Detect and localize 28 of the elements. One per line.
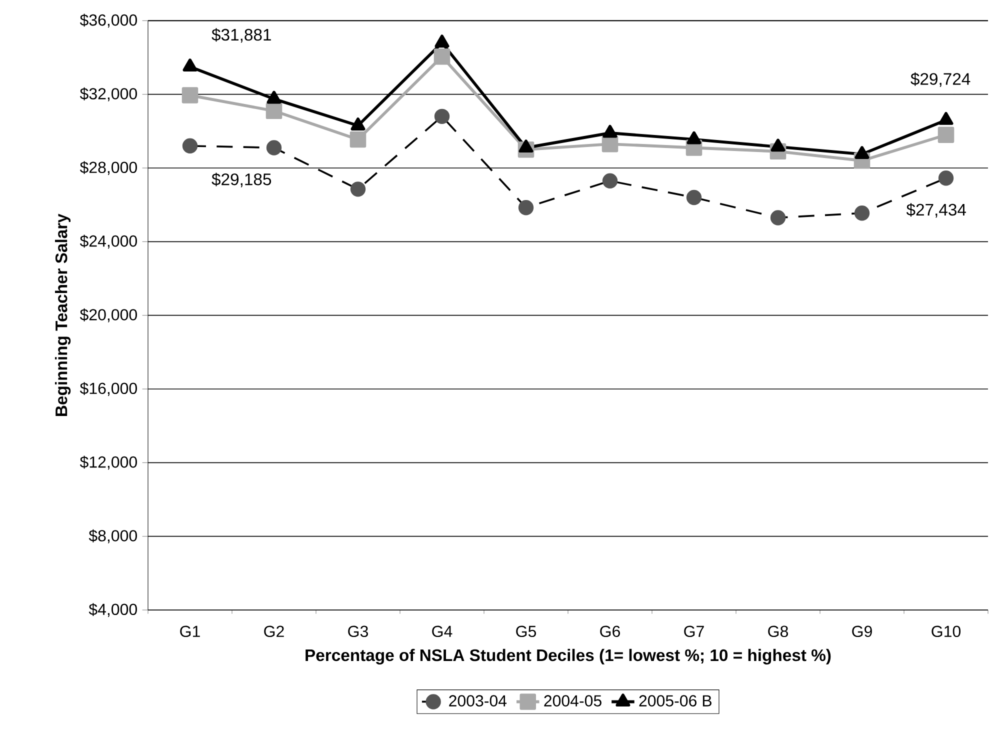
y-axis-title: Beginning Teacher Salary <box>54 214 71 416</box>
x-tick-label: G9 <box>852 626 872 638</box>
x-tick-label: G10 <box>932 626 961 638</box>
y-tick-label: $20,000 <box>80 308 137 322</box>
x-tick-label: G2 <box>264 626 284 638</box>
x-tick-label: G5 <box>516 626 536 638</box>
y-tick-label: $8,000 <box>88 529 137 544</box>
annotation: $29,185 <box>212 172 272 188</box>
annotation: $27,434 <box>906 203 966 218</box>
annotation: $29,724 <box>910 72 970 87</box>
y-tick-label: $28,000 <box>80 161 137 175</box>
legend-label: 2005-06 B <box>639 695 712 706</box>
x-tick-label: G3 <box>348 626 368 638</box>
legend-label: 2003-04 <box>449 695 507 706</box>
annotation: $31,881 <box>212 28 271 43</box>
y-tick-label: $24,000 <box>80 234 137 249</box>
x-axis-title: Percentage of NSLA Student Deciles (1= lowest %; 10 = highest %) <box>306 648 831 664</box>
legend-label: 2004-05 <box>544 695 602 706</box>
y-tick-label: $36,000 <box>80 14 137 28</box>
x-tick-label: G6 <box>600 626 620 638</box>
y-tick-label: $12,000 <box>80 456 137 470</box>
x-tick-label: G7 <box>684 626 704 638</box>
y-tick-label: $4,000 <box>88 603 137 617</box>
y-tick-label: $16,000 <box>80 382 137 396</box>
x-tick-label: G1 <box>180 626 200 638</box>
x-tick-label: G4 <box>432 626 452 638</box>
x-tick-label: G8 <box>768 626 788 638</box>
y-tick-label: $32,000 <box>80 87 137 102</box>
